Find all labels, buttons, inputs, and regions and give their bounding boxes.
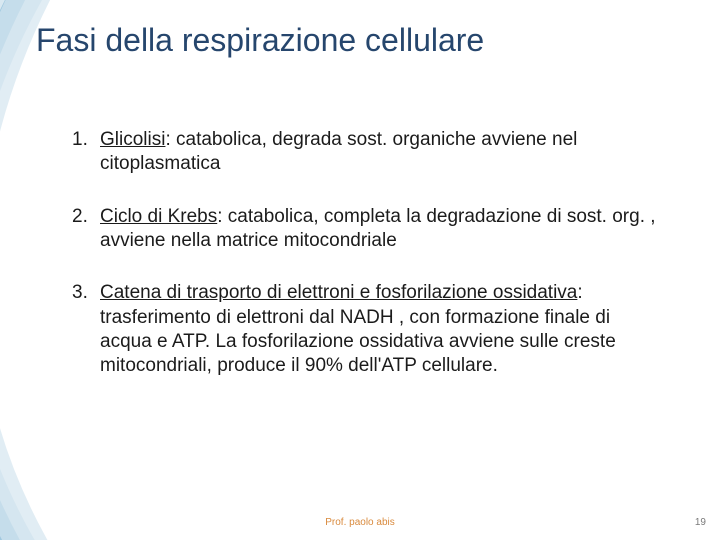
item-term: Glicolisi [100,129,165,150]
footer-author: Prof. paolo abis [0,517,720,528]
phases-list: 1. Glicolisi: catabolica, degrada sost. … [72,128,662,407]
item-term: Catena di trasporto di elettroni e fosfo… [100,282,577,303]
list-item: 1. Glicolisi: catabolica, degrada sost. … [72,128,662,177]
item-number: 2. [72,205,100,254]
item-number: 1. [72,128,100,177]
list-item: 3. Catena di trasporto di elettroni e fo… [72,281,662,378]
list-item: 2. Ciclo di Krebs: catabolica, completa … [72,205,662,254]
item-number: 3. [72,281,100,378]
slide-title: Fasi della respirazione cellulare [36,22,484,59]
item-rest: : catabolica, degrada sost. organiche av… [100,129,577,174]
item-term: Ciclo di Krebs [100,206,217,227]
item-body: Ciclo di Krebs: catabolica, completa la … [100,205,662,254]
page-number: 19 [695,517,706,528]
item-body: Glicolisi: catabolica, degrada sost. org… [100,128,662,177]
item-body: Catena di trasporto di elettroni e fosfo… [100,281,662,378]
